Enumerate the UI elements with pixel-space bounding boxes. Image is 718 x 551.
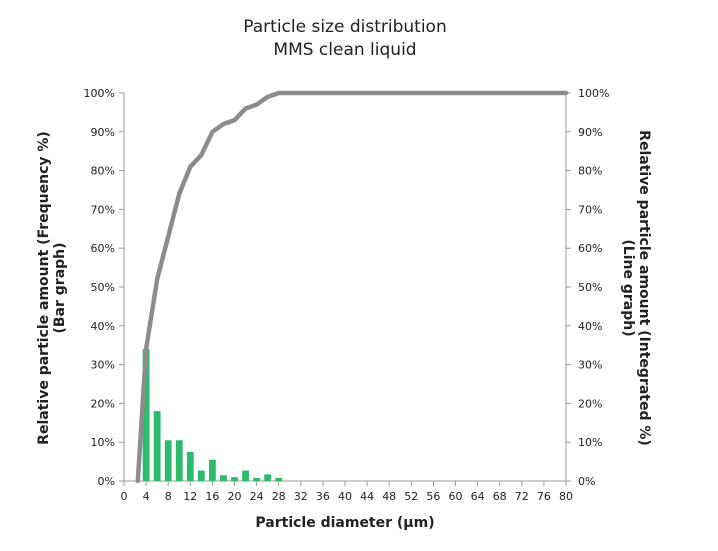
tick-labels: 0% 0% 10% 10% 20% 20% 30% 30% 40% 40% 50% 50% 60% 60%…: [84, 87, 610, 503]
x-tick-label: 60: [449, 490, 463, 503]
bar: [164, 440, 172, 481]
x-tick-label: 44: [360, 490, 374, 503]
bar-series: [142, 349, 283, 481]
right-y-tick-label: 50%: [578, 281, 602, 294]
right-y-tick-label: 60%: [578, 242, 602, 255]
bar: [275, 477, 283, 481]
x-tick-label: 80: [559, 490, 573, 503]
bar: [142, 349, 150, 481]
right-y-tick-label: 40%: [578, 320, 602, 333]
bar: [197, 470, 205, 481]
integrated-line: [135, 90, 569, 484]
x-tick-label: 0: [121, 490, 128, 503]
x-tick-label: 76: [537, 490, 551, 503]
left-y-tick-label: 50%: [91, 281, 115, 294]
x-tick-label: 56: [426, 490, 440, 503]
left-y-tick-label: 0%: [98, 475, 115, 488]
x-tick-label: 16: [205, 490, 219, 503]
left-y-tick-label: 80%: [91, 165, 115, 178]
left-y-tick-label: 30%: [91, 359, 115, 372]
x-tick-label: 4: [143, 490, 150, 503]
right-y-tick-label: 80%: [578, 165, 602, 178]
right-axis-title-line1: Relative particle amount (Integrated %): [636, 130, 652, 446]
x-tick-label: 72: [515, 490, 529, 503]
right-y-tick-label: 0%: [578, 475, 595, 488]
x-tick-label: 64: [471, 490, 485, 503]
bar: [153, 411, 161, 481]
x-tick-label: 48: [382, 490, 396, 503]
bar: [231, 477, 238, 481]
right-y-tick-label: 100%: [578, 87, 609, 100]
x-tick-label: 68: [493, 490, 507, 503]
x-tick-label: 32: [294, 490, 308, 503]
right-y-tick-label: 70%: [578, 203, 602, 216]
line-series: [135, 90, 569, 484]
axes: [119, 92, 571, 486]
chart-subtitle: MMS clean liquid: [273, 40, 416, 60]
left-axis-title-line2: (Bar graph): [52, 242, 68, 333]
left-y-tick-label: 90%: [91, 126, 115, 139]
bar: [209, 459, 216, 481]
left-y-tick-label: 20%: [91, 397, 115, 410]
right-axis-title-line2: (Line graph): [620, 239, 636, 336]
left-y-tick-label: 70%: [91, 203, 115, 216]
bar: [186, 451, 194, 481]
bar: [253, 477, 260, 481]
chart-title: Particle size distribution: [243, 17, 446, 37]
bar: [220, 475, 227, 481]
x-tick-label: 52: [404, 490, 418, 503]
left-y-tick-label: 10%: [91, 436, 115, 449]
bar: [264, 474, 272, 481]
left-axis-title-line1: Relative particle amount (Frequency %): [36, 131, 52, 445]
right-y-tick-label: 20%: [578, 397, 602, 410]
left-y-tick-label: 60%: [91, 242, 115, 255]
right-y-tick-label: 90%: [578, 126, 602, 139]
x-tick-label: 36: [316, 490, 330, 503]
x-tick-label: 8: [165, 490, 172, 503]
x-tick-label: 28: [272, 490, 286, 503]
x-tick-label: 40: [338, 490, 352, 503]
left-y-tick-label: 100%: [84, 87, 115, 100]
x-axis-title: Particle diameter (µm): [255, 515, 434, 531]
right-y-tick-label: 30%: [578, 359, 602, 372]
bar: [242, 470, 249, 481]
left-y-tick-label: 40%: [91, 320, 115, 333]
bar: [175, 440, 183, 481]
x-tick-label: 24: [250, 490, 264, 503]
x-tick-label: 20: [228, 490, 242, 503]
right-y-tick-label: 10%: [578, 436, 602, 449]
x-tick-label: 12: [183, 490, 197, 503]
